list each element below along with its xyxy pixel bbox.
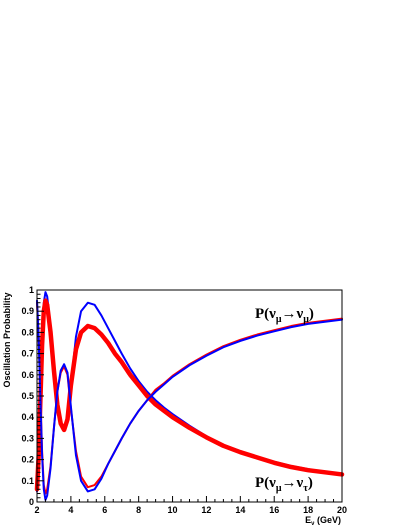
survival-probability-label: P(νμ→νμ) bbox=[255, 306, 314, 325]
y-tick-label: 0.7 bbox=[21, 349, 34, 359]
y-tick-label: 0.2 bbox=[21, 455, 34, 465]
x-axis-title: Eν (GeV) bbox=[305, 515, 341, 527]
appearance-label-arrow: → bbox=[282, 475, 297, 491]
survival-label-nu2: ν bbox=[296, 306, 304, 322]
x-axis-title-rest: (GeV) bbox=[314, 515, 341, 525]
y-tick-label: 1 bbox=[29, 285, 34, 295]
series-survival-red-line bbox=[34, 298, 345, 492]
x-tick-label: 2 bbox=[34, 505, 39, 515]
curves-layer bbox=[34, 291, 345, 501]
y-tick-label: 0 bbox=[29, 497, 34, 507]
x-tick-label: 20 bbox=[337, 505, 347, 515]
appearance-probability-label: P(νμ→ντ) bbox=[255, 475, 313, 494]
survival-label-sub2: μ bbox=[303, 314, 309, 325]
y-tick-label: 0.1 bbox=[21, 476, 34, 486]
x-tick-label: 10 bbox=[168, 505, 178, 515]
survival-label-open: ( bbox=[264, 306, 269, 322]
appearance-label-nu1: ν bbox=[268, 475, 276, 491]
series-appearance-blue-line bbox=[36, 299, 343, 501]
survival-label-nu1: ν bbox=[268, 306, 276, 322]
x-tick-label: 16 bbox=[269, 505, 279, 515]
appearance-label-P: P bbox=[255, 475, 264, 491]
appearance-label-sub2: τ bbox=[303, 483, 308, 494]
series-survival-blue-line bbox=[36, 291, 343, 493]
survival-label-arrow: → bbox=[282, 306, 297, 322]
x-tick-label: 12 bbox=[201, 505, 211, 515]
appearance-label-close: ) bbox=[308, 475, 313, 491]
x-tick-label: 18 bbox=[303, 505, 313, 515]
appearance-label-sub1: μ bbox=[276, 483, 282, 494]
appearance-label-open: ( bbox=[264, 475, 269, 491]
survival-label-sub1: μ bbox=[276, 314, 282, 325]
y-tick-label: 0.5 bbox=[21, 391, 34, 401]
y-tick-label: 0.6 bbox=[21, 370, 34, 380]
x-axis-title-main: E bbox=[305, 515, 311, 525]
x-tick-label: 6 bbox=[102, 505, 107, 515]
x-tick-label: 4 bbox=[68, 505, 73, 515]
survival-label-P: P bbox=[255, 306, 264, 322]
x-axis-title-sub: ν bbox=[311, 521, 315, 527]
y-axis-title: Oscillation Probability bbox=[2, 292, 12, 387]
x-tick-label: 14 bbox=[235, 505, 245, 515]
y-tick-label: 0.4 bbox=[21, 412, 34, 422]
appearance-label-nu2: ν bbox=[296, 475, 304, 491]
y-axis: 0 0.1 0.2 0.3 0.4 0.5 0.6 0.7 0.8 0.9 1 bbox=[21, 285, 44, 507]
y-tick-label: 0.9 bbox=[21, 306, 34, 316]
x-axis: 2 4 6 8 10 12 14 16 18 20 bbox=[34, 496, 347, 515]
survival-label-close: ) bbox=[309, 306, 314, 322]
y-tick-label: 0.3 bbox=[21, 433, 34, 443]
y-tick-label: 0.8 bbox=[21, 327, 34, 337]
x-tick-label: 8 bbox=[136, 505, 141, 515]
